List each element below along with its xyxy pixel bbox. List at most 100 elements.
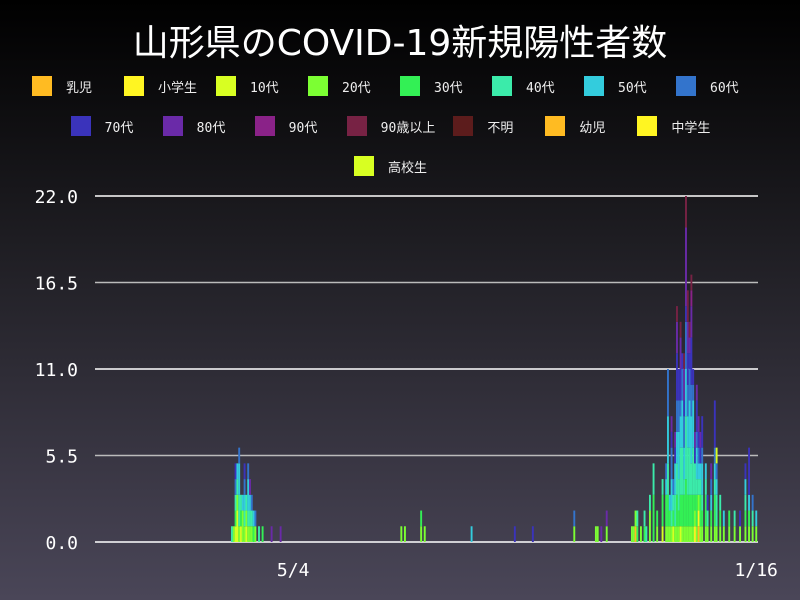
bar-segment (403, 526, 406, 542)
bar-segment (232, 526, 235, 542)
bar-segment (670, 416, 673, 432)
bar-segment (236, 510, 239, 542)
legend-label: 20代 (342, 80, 371, 96)
bar-segment (676, 306, 678, 322)
bar-segment (249, 494, 251, 511)
bar-segment (238, 447, 241, 464)
y-tick-label: 16.5 (35, 274, 78, 295)
bar-segment (688, 369, 691, 401)
bar-segment (683, 526, 686, 542)
bar-segment (690, 494, 693, 527)
bar-segment (694, 447, 696, 464)
bar-segment (683, 447, 686, 480)
bar-segment (679, 494, 682, 527)
bar-segment (252, 510, 255, 527)
bar-segment (713, 479, 716, 495)
bar-segment (715, 494, 718, 527)
bar-segment (704, 494, 707, 527)
legend-label: 中学生 (671, 120, 711, 136)
legend-label: 小学生 (158, 80, 198, 96)
legend-item: 50代 (584, 76, 658, 96)
bar-segment (751, 526, 754, 542)
bar-segment (701, 526, 704, 542)
bar-segment (600, 526, 603, 542)
bar-segment (733, 526, 736, 542)
bar-segment (672, 494, 675, 511)
bar-segment (470, 526, 473, 542)
bar-segment (690, 416, 693, 464)
bar-segment (254, 510, 257, 527)
bar-segment (728, 526, 731, 542)
legend-swatch (400, 76, 420, 96)
bar-segment (692, 526, 695, 542)
x-tick-label: 1/16 (735, 560, 778, 581)
bar-segment (739, 510, 741, 527)
bar-segment (243, 494, 246, 511)
bar-segment (748, 494, 750, 511)
bar-segment (240, 494, 242, 511)
bar-segment (690, 526, 693, 542)
legend-label: 不明 (487, 120, 514, 136)
bar-segment (688, 353, 691, 369)
bar-segment (686, 416, 689, 448)
bar-segment (236, 463, 239, 480)
legend-swatch (216, 76, 236, 96)
bar-segment (686, 353, 689, 385)
bar-segment (668, 526, 671, 542)
bar-segment (744, 463, 747, 480)
bar-segment (674, 494, 677, 527)
y-tick-label: 5.5 (45, 447, 78, 468)
bar-segment (755, 526, 758, 542)
bar-segment (699, 479, 702, 495)
bar-segment (688, 494, 691, 527)
bar-segment (636, 510, 639, 527)
bar-segment (665, 494, 668, 527)
bar-segment (677, 510, 680, 527)
legend-swatch (346, 116, 367, 136)
bar-segment (715, 526, 718, 542)
bar-segment (667, 369, 669, 417)
legend-swatch (308, 76, 328, 96)
legend-swatch (584, 76, 604, 96)
legend-label: 80代 (196, 120, 226, 136)
bar-segment (701, 416, 704, 448)
bar-segment (697, 447, 700, 464)
legend-label: 30代 (434, 80, 463, 96)
bar-segment (249, 526, 251, 542)
bar-segment (704, 526, 707, 542)
bar-segment (243, 463, 246, 480)
bar-segment (701, 494, 704, 511)
bar-segment (231, 526, 233, 542)
bar-segment (250, 494, 253, 511)
legend-swatch (637, 116, 658, 136)
bar-segment (695, 431, 698, 448)
bar-segment (243, 510, 246, 527)
legend-item: 10代 (216, 76, 290, 96)
bar-segment (685, 306, 687, 322)
bar-segment (728, 510, 731, 527)
bar-segment (695, 479, 698, 495)
bar-segment (690, 306, 693, 338)
bar-segment (270, 526, 273, 542)
bar-segment (261, 526, 264, 542)
bar-segment (238, 526, 241, 542)
bar-segment (701, 447, 704, 464)
bar-segment (713, 494, 716, 527)
legend-item: 70代 (70, 116, 145, 136)
bar-segment (649, 494, 651, 511)
bar-segment (697, 431, 700, 448)
bar-segment (672, 479, 675, 495)
bar-segment (685, 369, 687, 417)
bar-segment (697, 510, 700, 527)
bar-segment (676, 400, 678, 432)
chart-title: 山形県のCOVID-19新規陽性者数 (132, 23, 668, 64)
bar-segment (719, 526, 722, 542)
legend-swatch (32, 76, 52, 96)
bar-segment (683, 416, 686, 448)
bar-segment (722, 526, 725, 542)
y-tick-label: 22.0 (35, 187, 78, 208)
bar-segment (245, 526, 248, 542)
bar-segment (690, 384, 693, 417)
bar-segment (656, 526, 659, 542)
